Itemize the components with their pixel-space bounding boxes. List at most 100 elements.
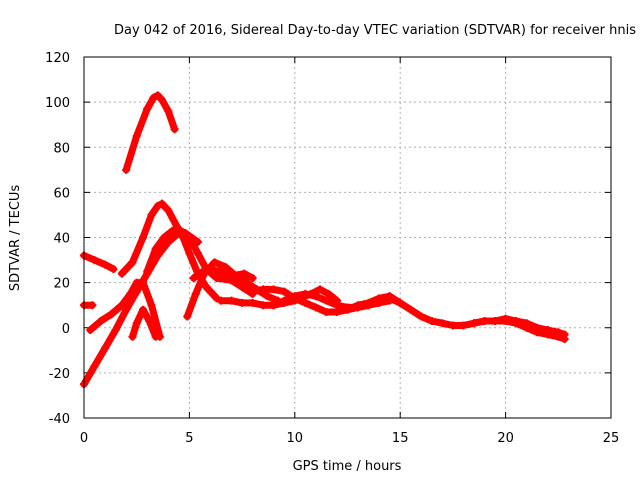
data-point — [145, 316, 154, 325]
data-point — [170, 125, 179, 134]
y-tick-label: -20 — [49, 367, 70, 382]
data-point — [143, 104, 152, 113]
data-point — [396, 298, 405, 307]
data-point — [128, 258, 137, 267]
data-point — [301, 289, 310, 298]
data-point — [269, 285, 278, 294]
data-point — [240, 269, 249, 278]
data-point — [438, 319, 447, 328]
data-point — [332, 307, 341, 316]
data-point — [132, 131, 141, 140]
y-tick-label: 0 — [62, 322, 70, 337]
data-point — [242, 278, 251, 287]
data-point — [187, 233, 196, 242]
y-tick-label: 120 — [45, 51, 70, 66]
x-tick-label: 0 — [80, 431, 88, 446]
axis-ticks: 0 5 10 15 20 25 -40 -20 0 20 40 60 80 100 120 — [45, 51, 619, 446]
data-point — [417, 312, 426, 321]
data-point — [324, 289, 333, 298]
series-line-arc-late-2 — [470, 315, 569, 338]
y-tick-label: 100 — [45, 96, 70, 111]
data-point — [311, 292, 320, 301]
data-point — [343, 305, 352, 314]
series-line-arc-peak-103 — [122, 91, 179, 174]
x-tick-label: 25 — [603, 431, 620, 446]
data-point — [88, 301, 97, 310]
data-point — [191, 289, 200, 298]
data-point — [164, 238, 173, 247]
data-point — [227, 271, 236, 280]
data-point — [117, 301, 126, 310]
data-point — [248, 274, 257, 283]
data-point — [259, 301, 268, 310]
data-point — [221, 262, 230, 271]
data-point — [168, 226, 177, 235]
data-point — [212, 274, 221, 283]
data-point — [96, 316, 105, 325]
data-point — [147, 210, 156, 219]
data-point — [322, 307, 331, 316]
data-point — [128, 332, 137, 341]
data-point — [101, 260, 110, 269]
data-point — [375, 294, 384, 303]
data-point — [427, 316, 436, 325]
x-tick-label: 5 — [185, 431, 193, 446]
data-point — [332, 301, 341, 310]
data-point — [248, 298, 257, 307]
data-point — [193, 238, 202, 247]
data-point — [522, 319, 531, 328]
data-point — [238, 283, 247, 292]
data-point — [214, 267, 223, 276]
y-tick-label: 80 — [53, 141, 70, 156]
data-point — [183, 312, 192, 321]
data-point — [301, 298, 310, 307]
data-point — [122, 305, 131, 314]
data-point — [385, 292, 394, 301]
data-point — [122, 165, 131, 174]
data-point — [143, 269, 152, 278]
data-point — [459, 321, 468, 330]
data-point — [164, 206, 173, 215]
series-line-arc-early-decline — [80, 252, 117, 273]
y-axis-label: SDTVAR / TECUs — [8, 185, 23, 292]
series-line-arc-peak-43 — [143, 227, 257, 298]
data-point — [554, 328, 563, 337]
chart-title: Day 042 of 2016, Sidereal Day-to-day VTE… — [114, 23, 636, 38]
y-tick-label: 60 — [53, 186, 70, 201]
data-point — [126, 289, 135, 298]
data-point — [491, 316, 500, 325]
x-tick-label: 15 — [392, 431, 409, 446]
data-point — [153, 201, 162, 210]
x-axis-label: GPS time / hours — [293, 459, 402, 474]
data-point — [269, 301, 278, 310]
data-point — [311, 303, 320, 312]
data-point — [238, 298, 247, 307]
data-point — [109, 265, 118, 274]
data-point — [181, 228, 190, 237]
data-point — [117, 269, 126, 278]
data-point — [469, 319, 478, 328]
plot-frame — [83, 56, 612, 419]
data-point — [354, 301, 363, 310]
data-point — [86, 326, 95, 335]
data-point — [193, 249, 202, 258]
data-point — [90, 362, 99, 371]
y-tick-label: 20 — [53, 277, 70, 292]
series-line-arc-late-1 — [344, 292, 569, 343]
y-tick-label: 40 — [53, 232, 70, 247]
data-point — [217, 296, 226, 305]
data-point — [151, 332, 160, 341]
y-tick-label: -40 — [49, 412, 70, 427]
data-point — [111, 326, 120, 335]
data-point — [185, 249, 194, 258]
data-point — [157, 199, 166, 208]
data-point — [259, 285, 268, 294]
data-point — [280, 296, 289, 305]
data-point — [248, 287, 257, 296]
data-point — [90, 256, 99, 265]
data-point — [227, 296, 236, 305]
data-point — [480, 316, 489, 325]
data-point — [202, 283, 211, 292]
data-point — [406, 305, 415, 314]
